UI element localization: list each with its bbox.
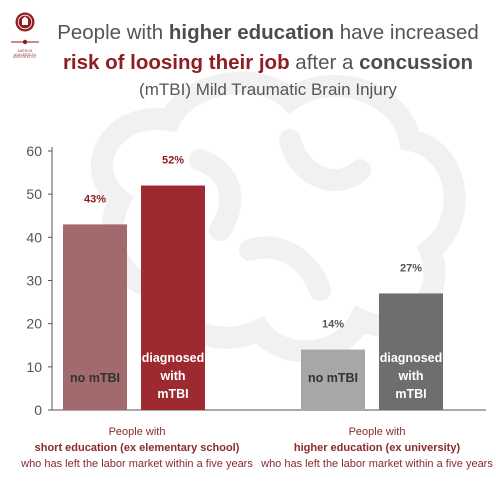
bar-label-word: no mTBI	[308, 371, 358, 385]
value-label: 27%	[400, 262, 422, 274]
seal-icon	[11, 12, 39, 45]
title-line1-bold: higher education	[168, 21, 335, 44]
y-tick-label: 20	[26, 316, 42, 332]
category-a-line2: short education (ex elementary school)	[34, 442, 240, 454]
title-line2-mid: after a	[289, 51, 360, 74]
bar-label-word: mTBI	[157, 387, 188, 401]
value-label: 14%	[322, 319, 344, 331]
bar-label-word: diagnosed	[142, 351, 205, 365]
category-a-line3: who has left the labor market within a f…	[21, 458, 253, 470]
y-tick-label: 50	[26, 186, 42, 202]
title-line2-bold1: risk of loosing their job	[62, 51, 290, 74]
category-b-line1: People with	[348, 426, 406, 438]
y-tick-label: 30	[26, 273, 42, 289]
y-tick-label: 40	[26, 229, 42, 245]
title-line-1: People with higher education have increa…	[40, 18, 496, 48]
title-line2-bold2: concussion	[359, 51, 474, 74]
title-line-3: (mTBI) Mild Traumatic Brain Injury	[139, 80, 397, 99]
category-a-line1: People with	[108, 426, 166, 438]
category-label-higher-education: People with higher education (ex univers…	[258, 424, 496, 472]
y-tick-label: 0	[34, 402, 42, 418]
university-logo: AARHUS UNIVERSITY UNIVERSITET	[8, 8, 42, 64]
bar	[301, 349, 365, 410]
category-b-line2: higher education (ex university)	[293, 442, 461, 454]
logo-text-line2: UNIVERSITET	[12, 55, 38, 59]
bar-label-word: mTBI	[395, 387, 426, 401]
bar	[379, 293, 443, 410]
bar-label: diagnosed with mTBI	[142, 351, 205, 401]
title-line1-pre: People with	[57, 21, 169, 44]
bar-label-word: with	[398, 369, 424, 383]
bar	[63, 224, 127, 410]
title-line1-post: have increased	[334, 21, 479, 44]
value-label: 43%	[84, 193, 106, 205]
y-tick-label: 60	[26, 143, 42, 159]
bar-label: no mTBI	[308, 371, 358, 385]
bar-label: no mTBI	[70, 371, 120, 385]
bar-label-word: diagnosed	[380, 351, 443, 365]
chart-title: People with higher education have increa…	[40, 18, 496, 102]
category-b-line3: who has left the labor market within a f…	[261, 458, 493, 470]
bar-chart: 0 10 20 30 40 50 60 43% no mTBI 52% diagnosed with m…	[26, 143, 486, 418]
bar-label: diagnosed with mTBI	[380, 351, 443, 401]
title-line-2: risk of loosing their job after a concus…	[40, 48, 496, 78]
bar	[141, 185, 205, 410]
category-label-short-education: People with short education (ex elementa…	[12, 424, 262, 472]
bar-label-word: no mTBI	[70, 371, 120, 385]
bar-label-word: with	[160, 369, 186, 383]
y-tick-label: 10	[26, 359, 42, 375]
logo-text-line1: AARHUS UNIVERSITY	[13, 49, 37, 57]
value-label: 52%	[162, 155, 184, 167]
